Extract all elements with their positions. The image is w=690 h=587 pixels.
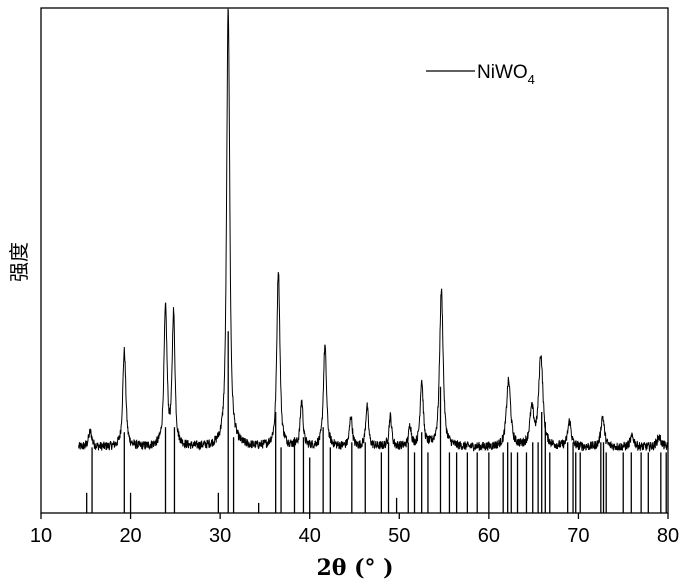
legend-entry-subscript: 4 <box>528 72 535 87</box>
x-tick-label: 20 <box>119 525 141 547</box>
x-tick-label: 80 <box>657 525 679 547</box>
x-axis-ticks <box>41 513 668 519</box>
x-tick-label: 40 <box>299 525 321 547</box>
x-tick-label: 50 <box>388 525 410 547</box>
legend-entry-name: NiWO <box>477 62 528 83</box>
legend-entry-niwo4: NiWO4 <box>477 62 535 87</box>
x-axis-tick-labels: 10 20 30 40 50 60 70 80 <box>30 525 679 547</box>
x-tick-label: 60 <box>478 525 500 547</box>
x-tick-label: 10 <box>30 525 52 547</box>
legend: NiWO4 <box>426 62 535 87</box>
y-axis-title: 强度 <box>7 242 31 282</box>
x-tick-label: 70 <box>567 525 589 547</box>
x-axis-title: 2θ (° ) <box>316 555 393 581</box>
series-line-niwo4 <box>79 9 668 451</box>
reference-lines <box>87 331 667 513</box>
x-tick-label: 30 <box>209 525 231 547</box>
